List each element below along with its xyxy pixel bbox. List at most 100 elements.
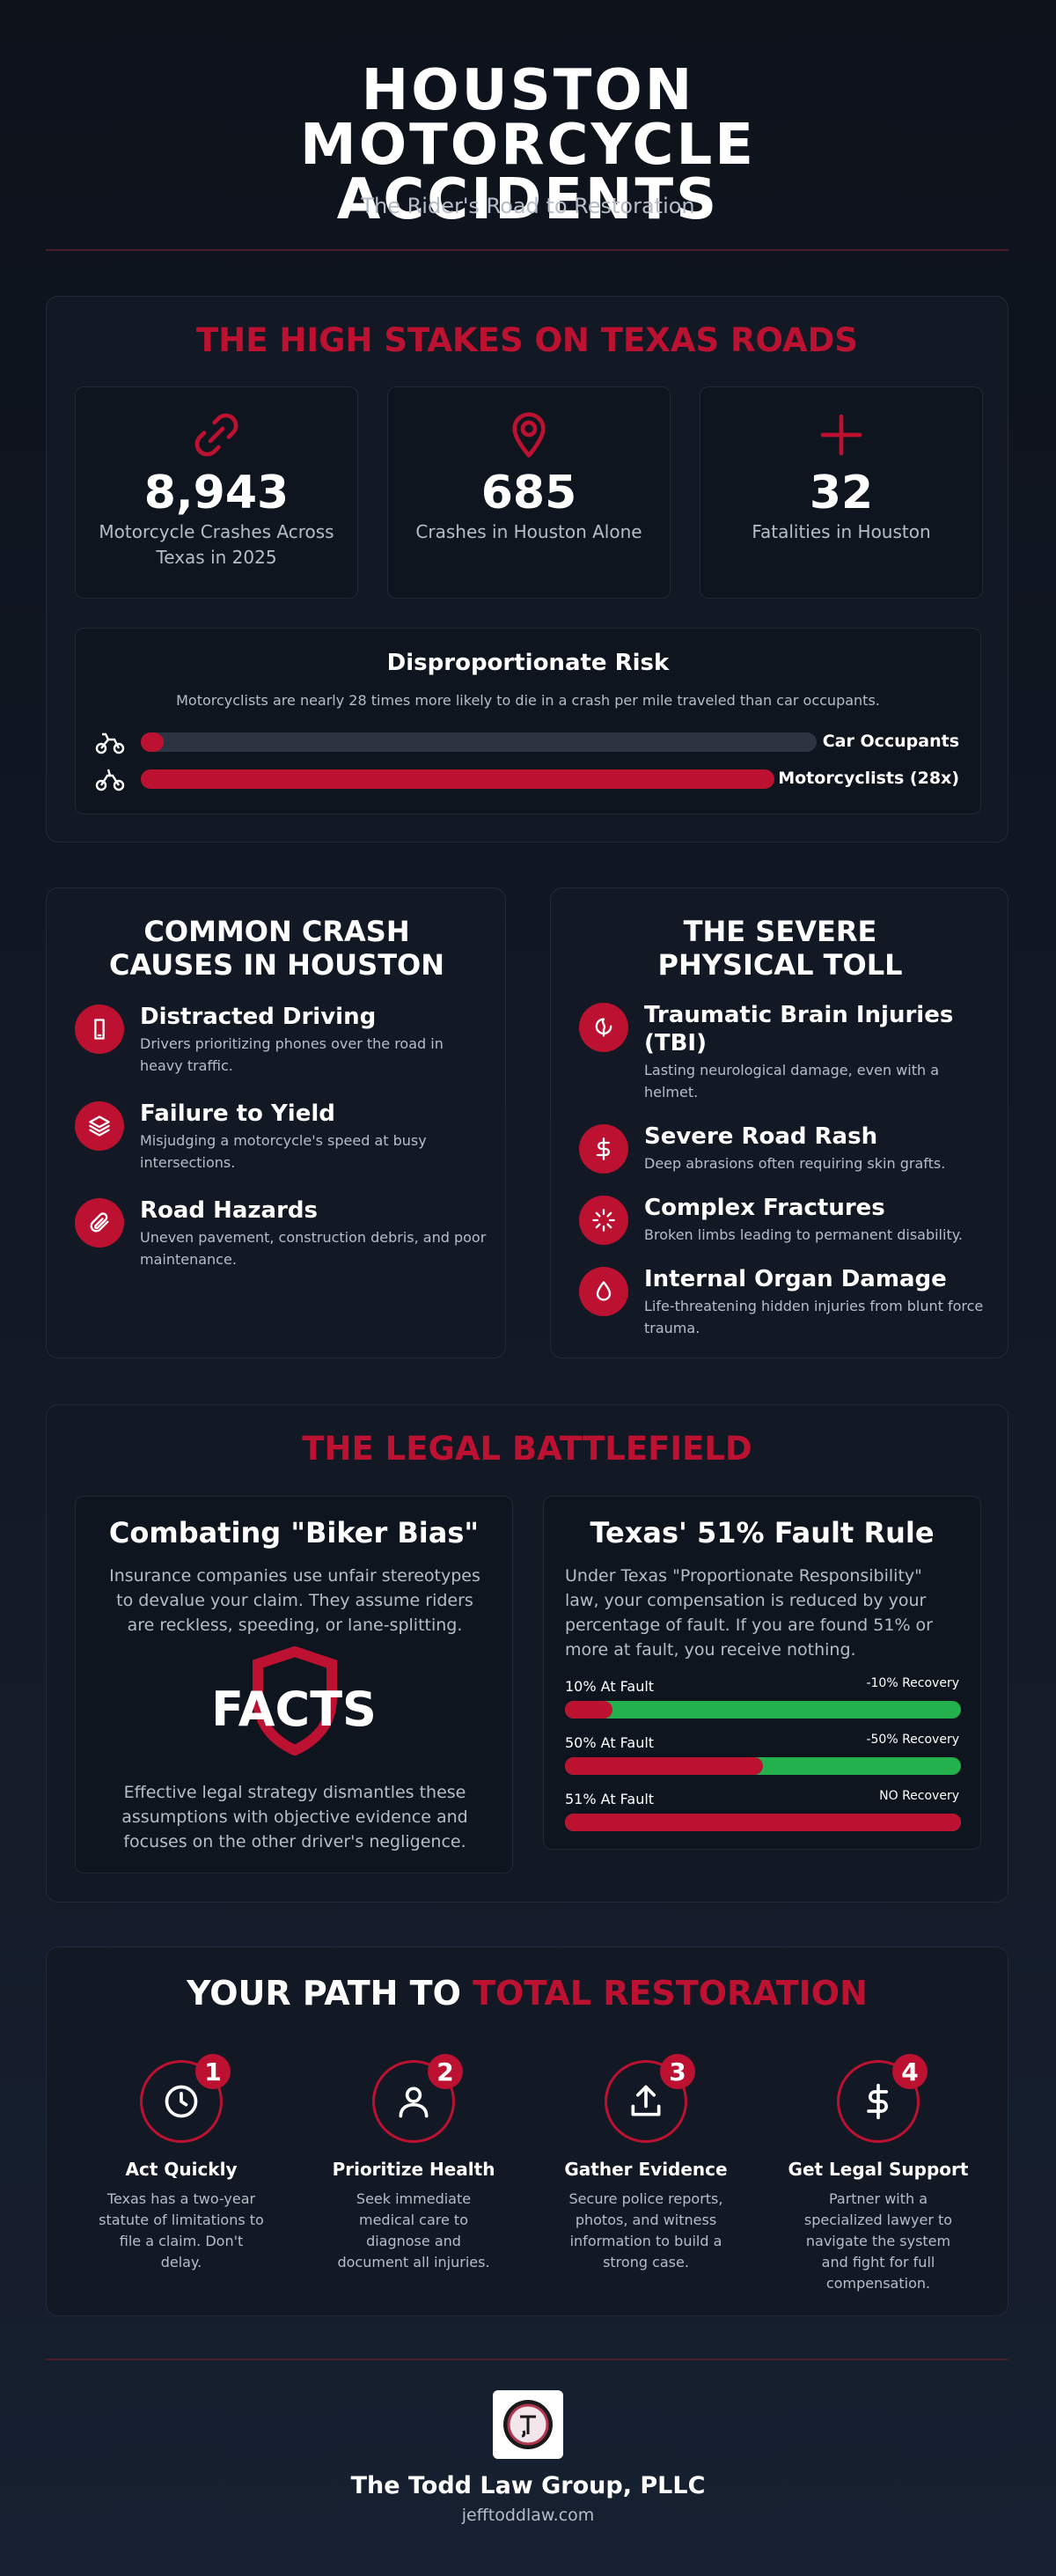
item-body: Road Hazards Uneven pavement, constructio… xyxy=(140,1196,488,1270)
list-item: Severe Road Rash Deep abrasions often req… xyxy=(579,1122,990,1174)
item-icon xyxy=(75,1101,124,1151)
fault-title: Texas' 51% Fault Rule xyxy=(590,1516,935,1549)
divider xyxy=(46,2359,1008,2360)
row-outcome: -50% Recovery xyxy=(866,1733,959,1747)
step-number: 4 xyxy=(892,2054,928,2089)
item-icon xyxy=(75,1005,124,1054)
fault-text: Under Texas "Proportionate Responsibilit… xyxy=(565,1566,933,1660)
section-heading: COMMON CRASH CAUSES IN HOUSTON xyxy=(109,915,444,982)
icon xyxy=(94,1019,105,1040)
risk-bar xyxy=(141,769,774,789)
stakes-section: THE HIGH STAKES ON TEXAS ROADS 8,943 Moto… xyxy=(46,296,1008,843)
list-item: Distracted Driving Drivers prioritizing p… xyxy=(75,1003,488,1077)
item-text: Lasting neurological damage, even with a… xyxy=(644,1062,940,1100)
stat-card: 8,943 Motorcycle Crashes Across Texas in … xyxy=(75,386,358,599)
section-heading: THE LEGAL BATTLEFIELD xyxy=(302,1430,752,1468)
step-text: Partner with a specialized lawyer to nav… xyxy=(803,2190,953,2292)
stat-card: 32 Fatalities in Houston xyxy=(700,386,983,599)
fault-bar xyxy=(565,1701,612,1719)
item-title: Road Hazards xyxy=(140,1197,318,1224)
section-heading: THE SEVERE PHYSICAL TOLL xyxy=(657,915,903,982)
stat-icon xyxy=(700,410,982,460)
step-number: 3 xyxy=(660,2054,695,2089)
bias-footer: Effective legal strategy dismantles thes… xyxy=(121,1783,468,1851)
legal-section: THE LEGAL BATTLEFIELD Combating "Biker B… xyxy=(46,1404,1008,1903)
item-text: Misjudging a motorcycle's speed at busy … xyxy=(140,1132,427,1171)
icon xyxy=(596,1137,610,1160)
path-section: YOUR PATH TO TOTAL RESTORATION 1 Act Quic… xyxy=(46,1947,1008,2316)
bike-icon xyxy=(95,769,125,791)
causes-list: Distracted Driving Drivers prioritizing p… xyxy=(75,1003,488,1270)
risk-title: Disproportionate Risk xyxy=(386,650,670,676)
list-item: Failure to Yield Misjudging a motorcycle'… xyxy=(75,1100,488,1174)
icon xyxy=(867,2083,888,2120)
divider xyxy=(46,249,1008,251)
icon xyxy=(631,2085,661,2116)
list-item: Complex Fractures Broken limbs leading to… xyxy=(579,1194,990,1246)
car-icon xyxy=(95,732,125,754)
step-title: Prioritize Health xyxy=(332,2159,495,2180)
step-number: 2 xyxy=(428,2054,463,2089)
row-label: 50% At Fault xyxy=(565,1734,655,1751)
item-body: Failure to Yield Misjudging a motorcycle'… xyxy=(140,1100,488,1174)
fault-card: Texas' 51% Fault Rule Under Texas "Propo… xyxy=(543,1496,981,1850)
shield-icon xyxy=(253,1646,337,1755)
stat-value: 685 xyxy=(480,467,577,519)
row-label: 51% At Fault xyxy=(565,1791,655,1807)
item-text: Uneven pavement, construction debris, an… xyxy=(140,1229,487,1268)
causes-section: COMMON CRASH CAUSES IN HOUSTON Distracte… xyxy=(46,887,506,1358)
item-body: Traumatic Brain Injuries (TBI) Lasting ne… xyxy=(644,1001,990,1103)
step-title: Get Legal Support xyxy=(788,2159,969,2180)
item-title: Traumatic Brain Injuries (TBI) xyxy=(644,1002,954,1056)
icon xyxy=(512,412,546,458)
icon xyxy=(90,1212,109,1233)
step: 1 Act Quickly Texas has a two-year statute… xyxy=(76,2054,287,2273)
icon xyxy=(596,1281,612,1301)
risk-card: Disproportionate Risk Motorcyclists are … xyxy=(75,628,981,814)
bias-text: Insurance companies use unfair stereotyp… xyxy=(109,1566,480,1635)
stat-icon xyxy=(388,410,670,460)
row-outcome: NO Recovery xyxy=(879,1789,959,1803)
toll-list: Traumatic Brain Injuries (TBI) Lasting ne… xyxy=(579,1001,990,1339)
stat-icon xyxy=(76,410,357,460)
heading-highlight: TOTAL RESTORATION xyxy=(473,1974,868,2013)
item-title: Failure to Yield xyxy=(140,1100,335,1127)
subtitle: The Rider's Road to Restoration xyxy=(361,194,695,218)
list-item: Road Hazards Uneven pavement, constructio… xyxy=(75,1196,488,1270)
step-text: Seek immediate medical care to diagnose … xyxy=(337,2190,490,2271)
risk-bar-track xyxy=(141,732,817,752)
item-text: Drivers prioritizing phones over the roa… xyxy=(140,1035,444,1074)
section-heading: YOUR PATH TO TOTAL RESTORATION xyxy=(47,1974,1008,2013)
heading-prefix: YOUR PATH TO xyxy=(187,1974,461,2013)
step-circle: 1 xyxy=(140,2054,231,2143)
step-title: Gather Evidence xyxy=(564,2159,728,2180)
step: 3 Gather Evidence Secure police reports, p… xyxy=(540,2054,752,2273)
item-body: Internal Organ Damage Life-threatening hi… xyxy=(644,1265,990,1339)
list-item: Internal Organ Damage Life-threatening hi… xyxy=(579,1265,990,1339)
item-title: Distracted Driving xyxy=(140,1004,377,1030)
step-number: 1 xyxy=(195,2054,231,2089)
item-title: Complex Fractures xyxy=(644,1195,885,1221)
risk-bar xyxy=(141,732,164,752)
toll-section: THE SEVERE PHYSICAL TOLL Traumatic Brain… xyxy=(550,887,1008,1358)
item-title: Internal Organ Damage xyxy=(644,1266,947,1292)
step-text: Texas has a two-year statute of limitati… xyxy=(99,2190,264,2271)
item-text: Life-threatening hidden injuries from bl… xyxy=(644,1298,984,1336)
item-text: Deep abrasions often requiring skin graf… xyxy=(644,1155,946,1172)
facts-badge: FACTS xyxy=(211,1682,377,1737)
bias-card: Combating "Biker Bias" Insurance compani… xyxy=(75,1496,513,1873)
step-circle: 3 xyxy=(605,2054,695,2143)
row-outcome: -10% Recovery xyxy=(866,1676,959,1690)
item-body: Severe Road Rash Deep abrasions often req… xyxy=(644,1122,990,1174)
item-title: Severe Road Rash xyxy=(644,1123,878,1150)
risk-text: Motorcyclists are nearly 28 times more l… xyxy=(176,692,880,709)
item-icon xyxy=(75,1198,124,1248)
fault-track xyxy=(565,1701,961,1719)
step-title: Act Quickly xyxy=(125,2159,238,2180)
stat-label: Crashes in Houston Alone xyxy=(415,521,642,542)
bias-title: Combating "Biker Bias" xyxy=(108,1516,480,1549)
icon xyxy=(820,414,862,456)
logo xyxy=(493,2390,563,2459)
icon xyxy=(165,2085,198,2118)
item-icon xyxy=(579,1003,628,1052)
